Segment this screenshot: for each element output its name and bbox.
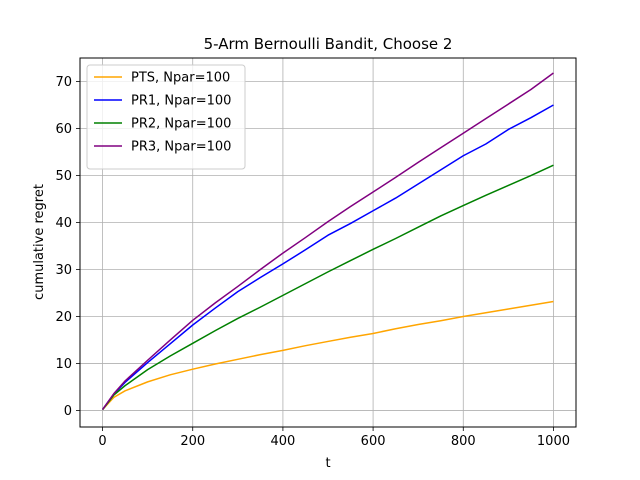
series-line-2 [101, 104, 554, 411]
y-tick-label: 40 [55, 216, 72, 231]
x-tick-label: 800 [451, 434, 476, 449]
y-tick-label: 70 [55, 75, 72, 90]
series-line-1 [101, 300, 554, 411]
y-tick-label: 60 [55, 122, 72, 137]
x-tick-label: 400 [270, 434, 295, 449]
chart-title: 5-Arm Bernoulli Bandit, Choose 2 [204, 35, 453, 53]
series-line-4 [101, 72, 554, 411]
legend: PTS, Npar=100 PR1, Npar=100 PR2, Npar=100 P… [86, 64, 246, 170]
legend-label: PR3, Npar=100 [131, 140, 231, 155]
legend-label: PR2, Npar=100 [131, 117, 231, 132]
series-line-3 [101, 164, 554, 411]
grid [80, 58, 576, 427]
y-axis-label: cumulative regret [32, 184, 47, 300]
series-layer [101, 72, 554, 411]
legend-label: PR1, Npar=100 [131, 94, 231, 109]
legend-label: PTS, Npar=100 [131, 71, 230, 86]
x-axis-label: t [325, 456, 330, 471]
y-tick-label: 10 [55, 357, 72, 372]
y-tick-label: 20 [55, 310, 72, 325]
y-tick-label: 0 [64, 404, 72, 419]
x-tick-label: 600 [361, 434, 386, 449]
y-tick-label: 30 [55, 263, 72, 278]
x-tick-label: 0 [98, 434, 106, 449]
x-tick-label: 1000 [537, 434, 570, 449]
y-tick-label: 50 [55, 169, 72, 184]
x-tick-label: 200 [180, 434, 205, 449]
plot-frame [79, 57, 577, 428]
legend-box [86, 64, 246, 170]
ticks: 0 200 400 600 800 1000 0 10 20 30 40 50 60 70 [55, 75, 570, 449]
